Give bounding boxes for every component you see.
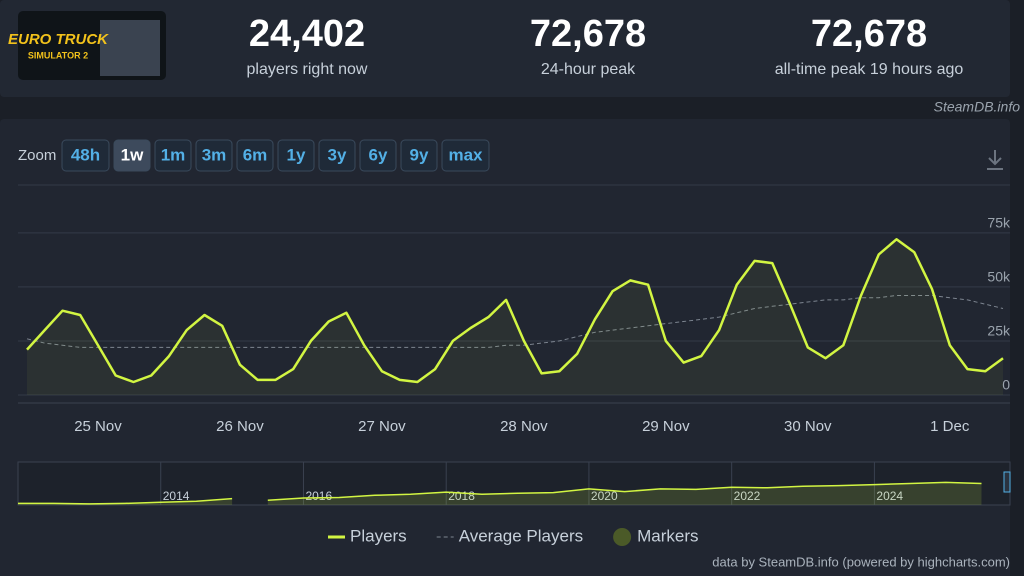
zoom-button[interactable] xyxy=(113,139,151,172)
stat-value: 72,678 xyxy=(811,13,927,55)
source: SteamDB.info xyxy=(934,99,1021,115)
zoom-label: Zoom xyxy=(18,147,56,164)
legend-label[interactable]: Average Players xyxy=(459,526,583,545)
zoom-button[interactable] xyxy=(441,139,490,172)
download-icon[interactable] xyxy=(987,150,1003,170)
zoom-button[interactable] xyxy=(236,139,274,172)
logo-text: EURO TRUCK xyxy=(8,31,109,48)
zoom-button[interactable] xyxy=(318,139,356,172)
navigator-label: 2024 xyxy=(876,489,903,503)
x-tick-label: 26 Nov xyxy=(216,418,264,435)
stat-value: 72,678 xyxy=(530,13,646,55)
y-tick-label: 0 xyxy=(1002,377,1010,393)
stat-label: all-time peak 19 hours ago xyxy=(775,61,964,78)
zoom-button[interactable] xyxy=(61,139,110,172)
zoom-button-label[interactable]: 1y xyxy=(287,145,306,164)
navigator-area xyxy=(18,498,233,505)
logo-truck xyxy=(100,20,160,76)
header-card xyxy=(0,0,1010,97)
navigator-area xyxy=(267,482,982,505)
y-tick-label: 25k xyxy=(987,323,1011,339)
zoom-button-label[interactable]: 3y xyxy=(328,145,347,164)
navigator-label: 2020 xyxy=(591,489,618,503)
zoom-button-label[interactable]: 6y xyxy=(369,145,388,164)
y-tick-label: 50k xyxy=(987,269,1011,285)
zoom-button[interactable] xyxy=(277,139,315,172)
zoom-button-label[interactable]: 1m xyxy=(161,145,186,164)
x-tick-label: 28 Nov xyxy=(500,418,548,435)
players-area xyxy=(27,239,1003,395)
navigator-label: 2014 xyxy=(163,489,190,503)
stat-value: 24,402 xyxy=(249,13,365,55)
zoom-button-label[interactable]: 3m xyxy=(202,145,227,164)
navigator-handle[interactable] xyxy=(1003,471,1011,493)
stat-label: 24-hour peak xyxy=(541,61,636,78)
zoom-button[interactable] xyxy=(154,139,192,172)
legend-symbol[interactable] xyxy=(613,528,632,546)
navigator-label: 2016 xyxy=(305,489,332,503)
x-tick-label: 27 Nov xyxy=(358,418,406,435)
x-tick-label: 30 Nov xyxy=(784,418,832,435)
average-line xyxy=(26,295,1004,348)
zoom-button-label[interactable]: max xyxy=(448,145,483,164)
zoom-button-label[interactable]: 1w xyxy=(121,145,144,164)
stat-label: players right now xyxy=(247,61,368,78)
zoom-button[interactable] xyxy=(359,139,397,172)
zoom-button-label[interactable]: 9y xyxy=(410,145,429,164)
x-tick-label: 1 Dec xyxy=(930,418,970,435)
zoom-button-label[interactable]: 6m xyxy=(243,145,268,164)
logo-subtext: SIMULATOR 2 xyxy=(28,50,88,60)
zoom-button[interactable] xyxy=(400,139,438,172)
legend-label[interactable]: Players xyxy=(350,526,407,545)
x-tick-label: 29 Nov xyxy=(642,418,690,435)
zoom-button[interactable] xyxy=(195,139,233,172)
legend-label[interactable]: Markers xyxy=(637,526,698,545)
navigator-label: 2022 xyxy=(734,489,761,503)
navigator-line xyxy=(267,481,982,501)
x-tick-label: 25 Nov xyxy=(74,418,122,435)
zoom-button-label[interactable]: 48h xyxy=(71,145,100,164)
y-tick-label: 75k xyxy=(987,215,1011,231)
credit: data by SteamDB.info (powered by highcha… xyxy=(712,554,1010,569)
players-line xyxy=(26,238,1004,384)
navigator-line xyxy=(18,497,233,505)
